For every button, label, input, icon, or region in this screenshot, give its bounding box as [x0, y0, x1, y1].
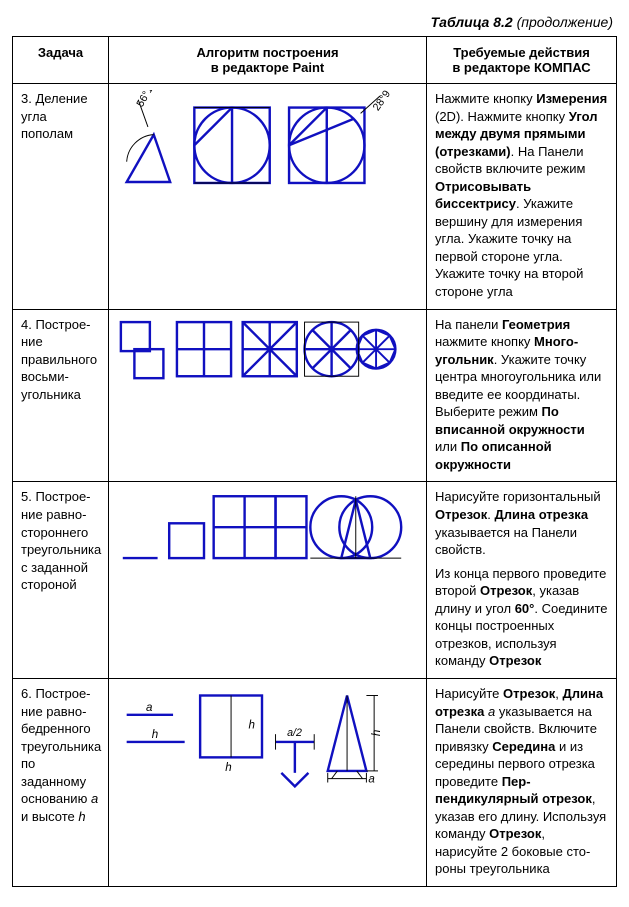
diagram-cell — [109, 482, 427, 678]
kompas-cell: Нарисуйте Отрезок, Дли­на отрезка a указ… — [427, 678, 617, 886]
header-paint: Алгоритм построения в редакторе Paint — [109, 37, 427, 84]
kompas-paragraph: На панели Геометрия нажмите кнопку Много… — [435, 316, 608, 474]
task-cell: 5. Построе­ние равно­стороннего треуголь… — [13, 482, 109, 678]
diagram-octagon — [117, 316, 418, 392]
label-a-dim: a — [368, 772, 375, 785]
table-row: 4. Построе­ние правиль­ного восьми­уголь… — [13, 309, 617, 482]
task-cell: 4. Построе­ние правиль­ного восьми­уголь… — [13, 309, 109, 482]
kompas-paragraph: Нажмите кнопку Измере­ния (2D). Нажмите … — [435, 90, 608, 301]
table-row: 5. Построе­ние равно­стороннего треуголь… — [13, 482, 617, 678]
header-row: Задача Алгоритм построения в редакторе P… — [13, 37, 617, 84]
label-a2: a/2 — [287, 727, 302, 739]
kompas-paragraph: Нарисуйте Отрезок, Дли­на отрезка a указ… — [435, 685, 608, 878]
diagram-angle-bisection: 56°19' — [117, 90, 418, 216]
angle-label-2: 28°9' — [371, 90, 395, 113]
table-row: 6. Построе­ние равно­бедренного треуголь… — [13, 678, 617, 886]
table-caption: Таблица 8.2 (продолжение) — [12, 14, 613, 30]
kompas-cell: На панели Геометрия нажмите кнопку Много… — [427, 309, 617, 482]
task-cell: 6. Построе­ние равно­бедренного треуголь… — [13, 678, 109, 886]
label-h3: h — [225, 761, 231, 774]
label-a: a — [146, 701, 153, 714]
caption-rest: (продолжение) — [513, 14, 613, 30]
kompas-cell: Нарисуйте горизонталь­ный Отрезок. Длина… — [427, 482, 617, 678]
diagram-cell: 56°19' — [109, 84, 427, 310]
header-kompas: Требуемые действия в редакторе КОМПАС — [427, 37, 617, 84]
kompas-cell: Нажмите кнопку Измере­ния (2D). Нажмите … — [427, 84, 617, 310]
label-h2: h — [248, 718, 254, 731]
diagram-equilateral — [117, 488, 418, 576]
caption-bold: Таблица 8.2 — [431, 14, 513, 30]
task-cell: 3. Деление угла пополам — [13, 84, 109, 310]
label-h: h — [152, 728, 158, 741]
table-row: 3. Деление угла пополам 56°19' — [13, 84, 617, 310]
kompas-paragraph: Нарисуйте горизонталь­ный Отрезок. Длина… — [435, 488, 608, 558]
diagram-cell: a h h h — [109, 678, 427, 886]
header-task: Задача — [13, 37, 109, 84]
kompas-paragraph: Из конца первого прове­дите второй Отрез… — [435, 565, 608, 670]
diagram-cell — [109, 309, 427, 482]
label-h-dim: h — [370, 730, 383, 736]
construction-table: Задача Алгоритм построения в редакторе P… — [12, 36, 617, 887]
diagram-isosceles: a h h h — [117, 685, 418, 793]
angle-label-1: 56°19' — [134, 90, 159, 109]
